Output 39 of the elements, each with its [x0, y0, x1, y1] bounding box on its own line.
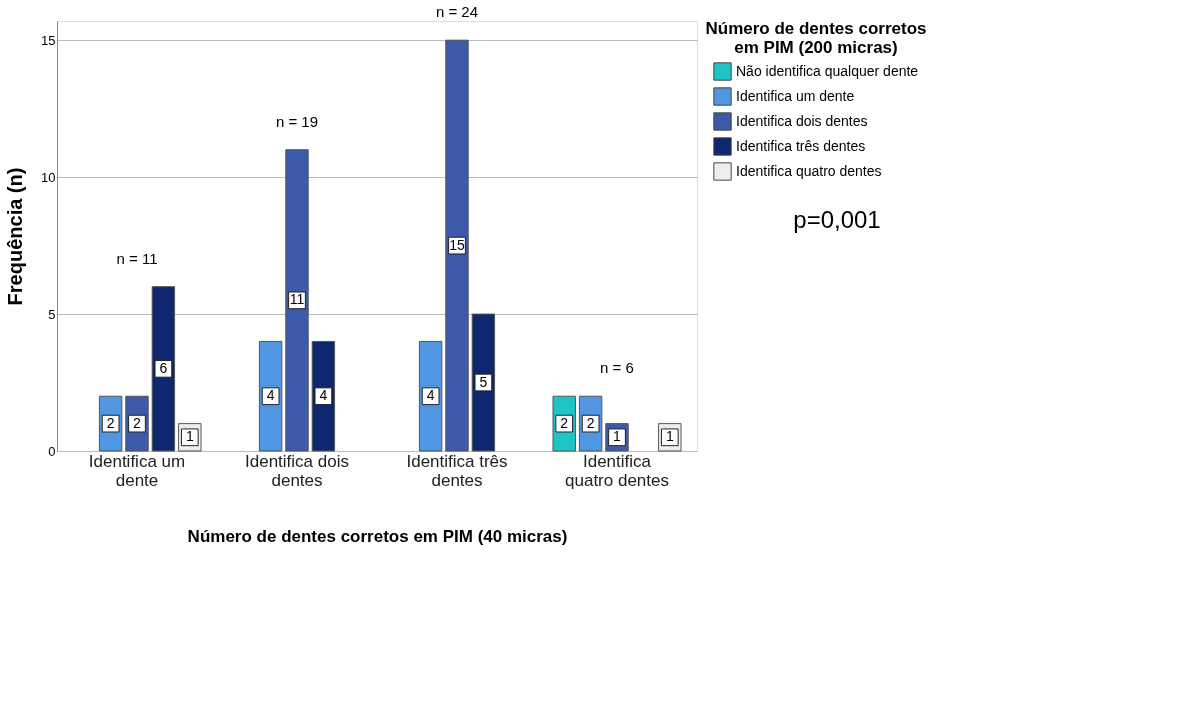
bar: [151, 286, 176, 452]
data-label: 1: [613, 428, 622, 445]
y-tick-label: 10: [41, 169, 56, 185]
legend-label: Identifica um dente: [736, 87, 855, 104]
data-label: 6: [159, 359, 168, 376]
bar: [285, 149, 309, 452]
data-label: 2: [560, 414, 569, 431]
bar: [445, 39, 469, 452]
text: n = 24: [435, 3, 479, 21]
data-label: 2: [586, 414, 595, 431]
x-tick-label: Identifica dois dentes: [245, 451, 349, 490]
data-label: 1: [185, 428, 194, 445]
x-tick-label: Identifica um dente: [88, 451, 186, 490]
x-tick-label: Identifica três dentes: [406, 451, 508, 490]
y-tick-label: 0: [48, 443, 56, 459]
data-label: 2: [133, 414, 142, 431]
data-label: 15: [449, 236, 465, 253]
annotation: n = 19: [275, 112, 319, 130]
data-label: 11: [289, 291, 305, 308]
bar: [471, 313, 496, 452]
legend-label: Identifica três dentes: [736, 137, 866, 154]
data-label: 4: [426, 387, 435, 404]
data-label: 4: [319, 387, 328, 404]
x-tick-label: Identifica quatro dentes: [565, 451, 669, 490]
annotation: n = 11: [116, 249, 158, 267]
legend-label: Identifica dois dentes: [736, 112, 868, 129]
data-label: 4: [266, 387, 275, 404]
y-tick-label: 15: [41, 32, 56, 48]
legend-label: Não identifica qualquer dente: [736, 62, 919, 79]
data-label: 2: [106, 414, 115, 431]
legend-title: Número de dentes corretos em PIM (200 micras): [705, 19, 927, 57]
text: p=0,001: [793, 206, 881, 233]
data-label: 5: [479, 373, 488, 390]
legend-label: Identifica quatro dentes: [736, 162, 882, 179]
data-label: 1: [665, 428, 674, 445]
y-axis-title: Frequência (n): [4, 167, 27, 306]
x-axis-title: Número de dentes corretos em PIM (40 micras): [187, 526, 568, 546]
annotation: n = 6: [600, 359, 634, 377]
y-tick-label: 5: [48, 306, 56, 322]
